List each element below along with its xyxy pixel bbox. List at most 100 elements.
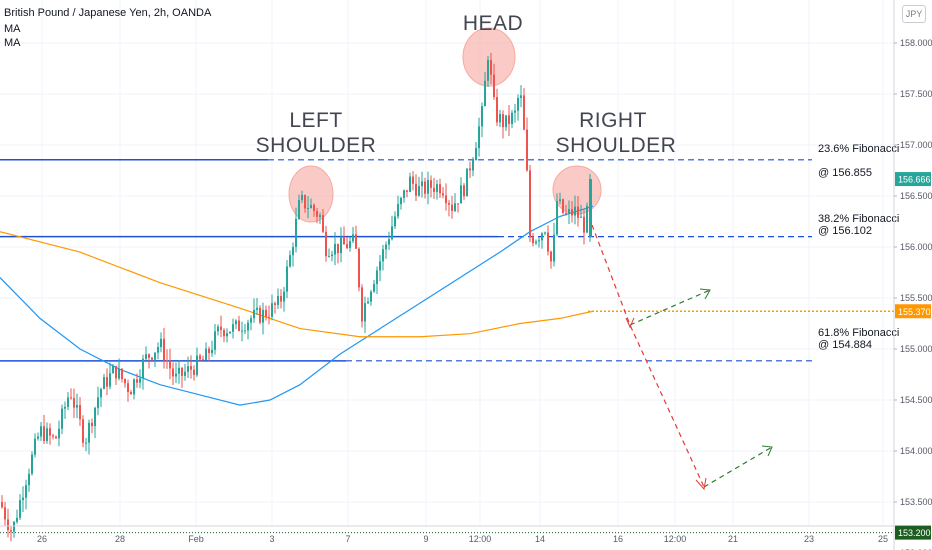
candle-bearish	[202, 359, 204, 361]
candle-bullish	[277, 295, 279, 305]
candle-bullish	[589, 179, 592, 237]
candle-bullish	[157, 347, 159, 353]
candle-bullish	[364, 303, 366, 322]
candle-bullish	[118, 368, 120, 379]
candles	[1, 52, 592, 542]
candle-bearish	[121, 368, 123, 380]
candle-bullish	[475, 148, 477, 161]
candle-bullish	[349, 241, 351, 249]
candle-bullish	[244, 330, 246, 332]
candle-bearish	[529, 170, 531, 238]
candle-bearish	[166, 360, 168, 362]
candle-bullish	[511, 112, 513, 124]
candle-bearish	[526, 129, 528, 171]
candle-bearish	[523, 95, 525, 130]
candle-bullish	[385, 244, 387, 250]
candle-bearish	[259, 307, 261, 323]
label-left-shoulder: SHOULDER	[256, 134, 377, 157]
candle-bullish	[298, 200, 300, 219]
candle-bullish	[478, 126, 480, 149]
candle-bullish	[226, 333, 228, 337]
candle-bearish	[223, 330, 225, 337]
candle-bullish	[76, 405, 78, 408]
x-tick-label: 9	[423, 534, 428, 544]
y-tick-label: 153.500	[900, 497, 932, 507]
candle-bearish	[361, 287, 363, 322]
candle-bullish	[553, 234, 555, 262]
candle-bullish	[67, 397, 69, 407]
candle-bullish	[403, 190, 405, 198]
candle-bullish	[367, 301, 369, 304]
fib-618-label: 61.8% Fibonacci	[818, 327, 899, 339]
candle-bearish	[415, 183, 417, 196]
candle-bearish	[82, 419, 84, 443]
candle-bullish	[466, 168, 468, 197]
candle-bearish	[355, 234, 357, 249]
candle-bullish	[517, 97, 519, 111]
candle-bullish	[178, 367, 180, 374]
candle-bullish	[61, 408, 63, 429]
candle-bearish	[268, 316, 270, 318]
arrow-head-down-1	[625, 317, 635, 329]
indicator-ma-fast[interactable]: MA	[4, 23, 21, 35]
candle-bullish	[373, 284, 375, 292]
candle-bearish	[337, 243, 339, 254]
candle-bullish	[154, 352, 156, 360]
candle-bearish	[412, 176, 414, 184]
candle-bearish	[346, 244, 348, 249]
price-tag-box	[895, 172, 931, 187]
rebound-projection-path-2	[703, 446, 773, 488]
candle-bearish	[430, 180, 432, 188]
candle-bearish	[43, 426, 45, 442]
candle-bullish	[109, 373, 111, 387]
candle-bearish	[550, 251, 552, 262]
candle-bullish	[214, 331, 216, 350]
candle-bearish	[238, 320, 240, 331]
candle-bullish	[328, 256, 330, 258]
candle-bearish	[115, 366, 117, 379]
candle-bullish	[232, 324, 234, 332]
candle-bullish	[292, 246, 294, 256]
candle-bearish	[1, 502, 3, 508]
candle-bullish	[472, 160, 474, 171]
candle-bullish	[376, 270, 378, 285]
candle-bullish	[217, 326, 219, 332]
candle-bearish	[532, 237, 534, 244]
price-tag-label: 155.370	[898, 307, 931, 317]
y-tick-label: 155.500	[900, 293, 932, 303]
candle-bullish	[484, 80, 486, 107]
currency-badge[interactable]: JPY	[902, 5, 926, 23]
arrow-head-up-2	[761, 445, 773, 457]
candle-bullish	[103, 377, 105, 390]
candle-bullish	[574, 206, 576, 216]
candle-bearish	[433, 187, 435, 192]
y-axis-ticks: 153.000 153.500 154.000 154.500 155.000 155.5…	[894, 38, 932, 550]
candle-bullish	[418, 186, 420, 196]
candle-bullish	[142, 358, 144, 379]
x-tick-label: 12:00	[469, 534, 492, 544]
x-tick-label: 23	[804, 534, 814, 544]
candle-bearish	[10, 530, 12, 532]
candle-bullish	[112, 366, 114, 374]
x-tick-label: 14	[535, 534, 545, 544]
candle-bearish	[508, 115, 510, 124]
price-tag-label: 156.666	[898, 175, 931, 185]
candle-bullish	[283, 291, 285, 302]
candle-bullish	[271, 303, 273, 317]
candle-bullish	[586, 205, 588, 233]
candle-bullish	[382, 249, 384, 262]
candle-bullish	[568, 209, 570, 214]
x-tick-label: 7	[345, 534, 350, 544]
candle-bearish	[547, 232, 549, 252]
candle-bullish	[397, 204, 399, 217]
bearish-projection-path	[591, 224, 705, 488]
label-head: HEAD	[463, 12, 523, 35]
y-tick-label: 157.500	[900, 89, 932, 99]
candle-bullish	[85, 442, 87, 444]
candle-bearish	[265, 309, 267, 317]
indicator-ma-slow[interactable]: MA	[4, 37, 21, 49]
candle-bullish	[187, 366, 189, 372]
candle-bullish	[46, 428, 48, 442]
candle-bullish	[94, 407, 96, 427]
